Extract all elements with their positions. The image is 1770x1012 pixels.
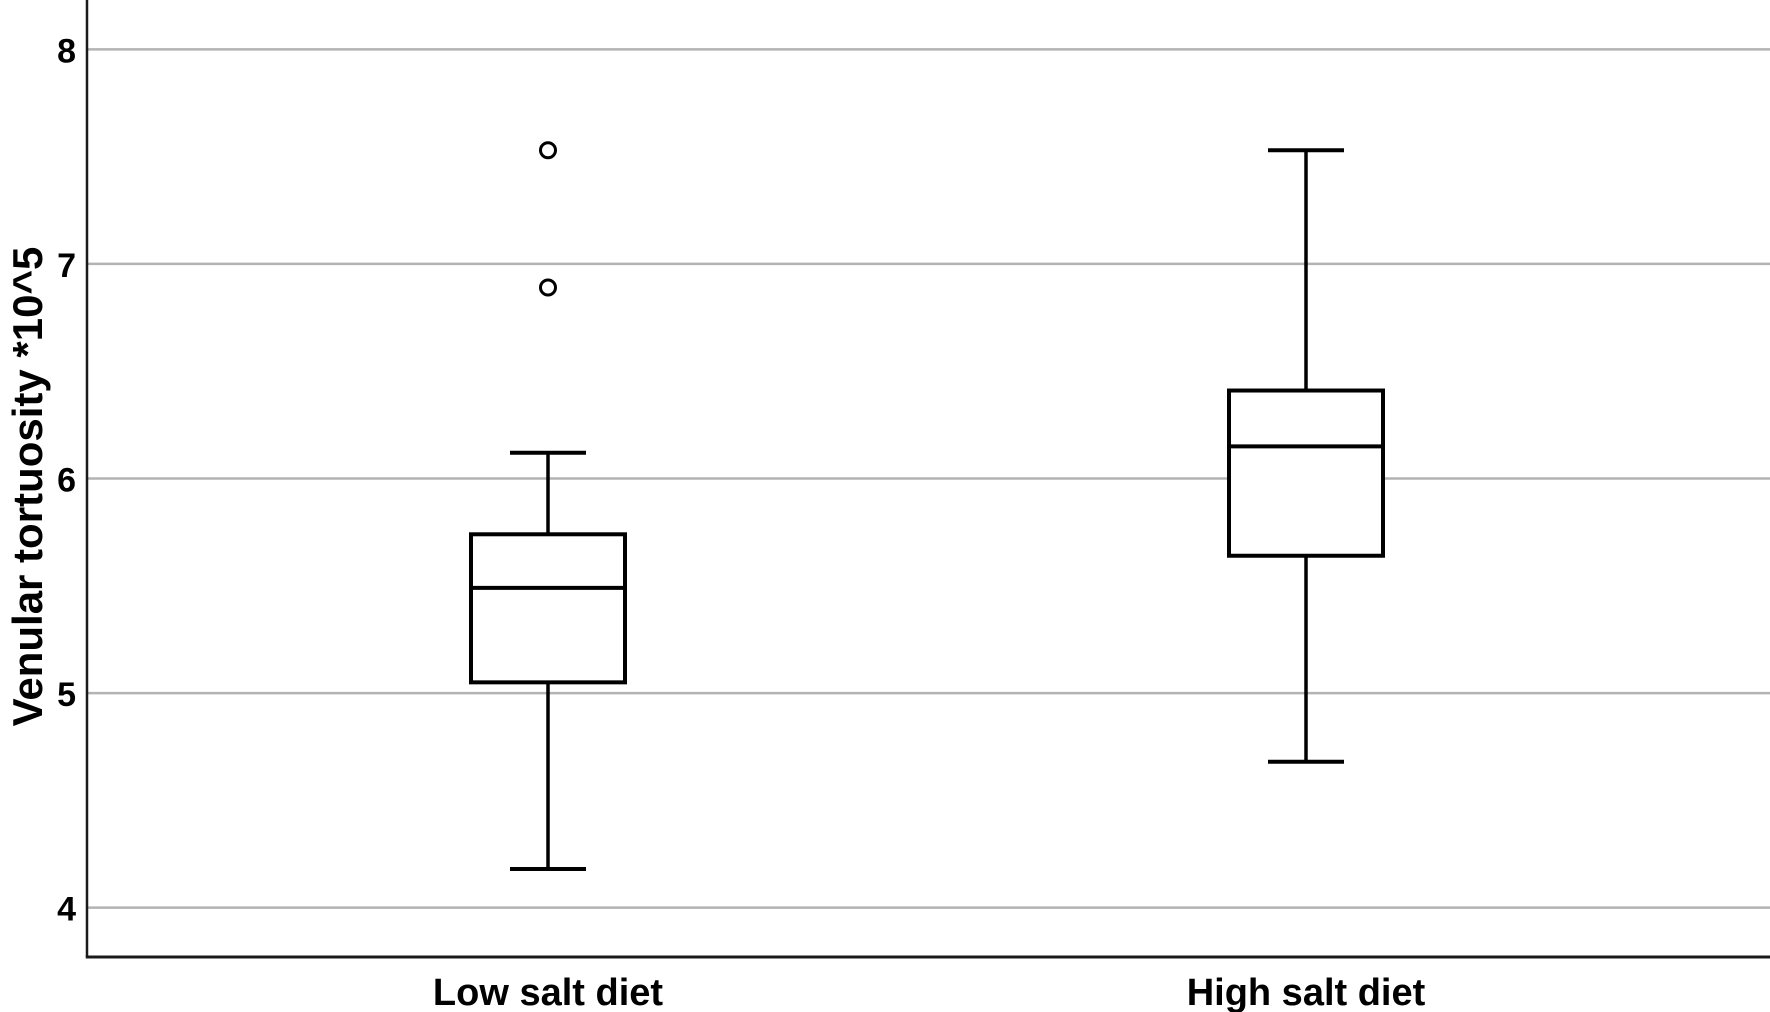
gridlines-group — [87, 48, 1770, 909]
iqr-box — [1227, 388, 1385, 558]
y-tick-label: 4 — [57, 891, 76, 929]
y-tick-label: 8 — [57, 32, 76, 70]
box-low-salt-diet — [469, 141, 627, 872]
y-tick-label: 7 — [57, 247, 76, 285]
outlier-point — [539, 141, 557, 160]
y-axis-title: Venular tortuosity *10^5 — [4, 247, 51, 727]
category-label-high-salt-diet: High salt diet — [1187, 972, 1426, 1012]
iqr-box — [469, 532, 627, 685]
y-tick-label: 6 — [57, 462, 76, 500]
category-label-low-salt-diet: Low salt diet — [433, 972, 663, 1012]
outlier-point — [539, 278, 557, 297]
y-tick-label: 5 — [57, 676, 76, 714]
box-high-salt-diet — [1227, 148, 1385, 764]
y-tick-labels-group: 4 5 6 7 8 — [57, 32, 76, 928]
